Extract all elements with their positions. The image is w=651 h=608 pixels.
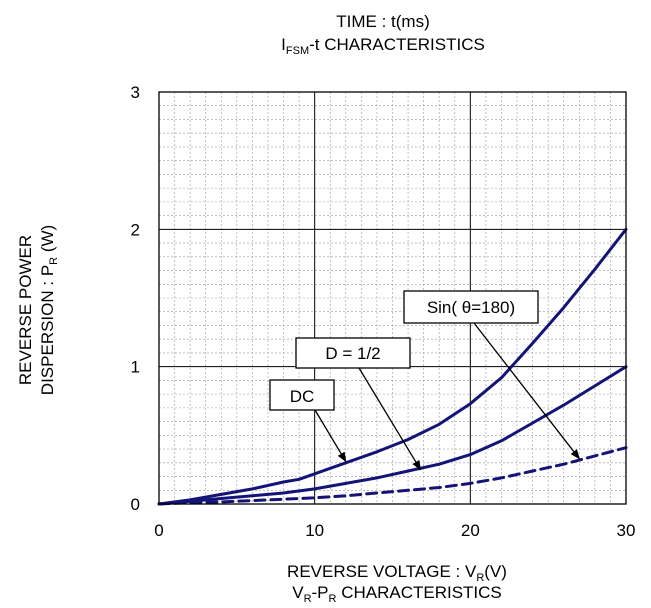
series-line (157, 227, 628, 506)
y-axis-title: REVERSE POWER DISPERSION : PR (W) (16, 225, 60, 395)
annotation-arrow (473, 322, 580, 460)
annotations: Sin( θ=180) D = 1/2 DC (269, 290, 580, 471)
x-tick-label: 10 (305, 521, 324, 540)
annotation-label: Sin( θ=180) (427, 298, 515, 317)
tick-labels: 0 10 20 30 0 1 2 3 (131, 83, 636, 540)
y-tick-label: 1 (131, 358, 140, 377)
bottom-caption-line2: VR-PR CHARACTERISTICS (292, 583, 502, 605)
svg-text:REVERSE POWER: REVERSE POWER (16, 235, 35, 385)
annotation-arrow (314, 409, 347, 463)
y-tick-label: 3 (131, 83, 140, 102)
x-axis-title: REVERSE VOLTAGE : VR(V) (287, 562, 507, 584)
annotation-label: DC (290, 387, 315, 406)
annotation-box (295, 337, 411, 369)
y-tick-label: 0 (131, 495, 140, 514)
series-line (157, 365, 628, 506)
svg-text:DISPERSION : PR (W): DISPERSION : PR (W) (38, 225, 60, 395)
plot-frame (158, 91, 627, 505)
y-tick-label: 2 (131, 220, 140, 239)
annotation-box (269, 379, 335, 411)
annotation-box (403, 290, 539, 324)
x-tick-label: 0 (154, 521, 163, 540)
top-caption-line2: IFSM-t CHARACTERISTICS (281, 35, 485, 57)
top-caption-line1: TIME : t(ms) (336, 12, 429, 31)
annotation-arrow (358, 367, 422, 471)
x-tick-label: 30 (617, 521, 636, 540)
x-tick-label: 20 (461, 521, 480, 540)
plot-curves (157, 227, 628, 506)
annotation-label: D = 1/2 (325, 344, 380, 363)
series-line (157, 446, 628, 506)
plot-grid (159, 92, 626, 504)
